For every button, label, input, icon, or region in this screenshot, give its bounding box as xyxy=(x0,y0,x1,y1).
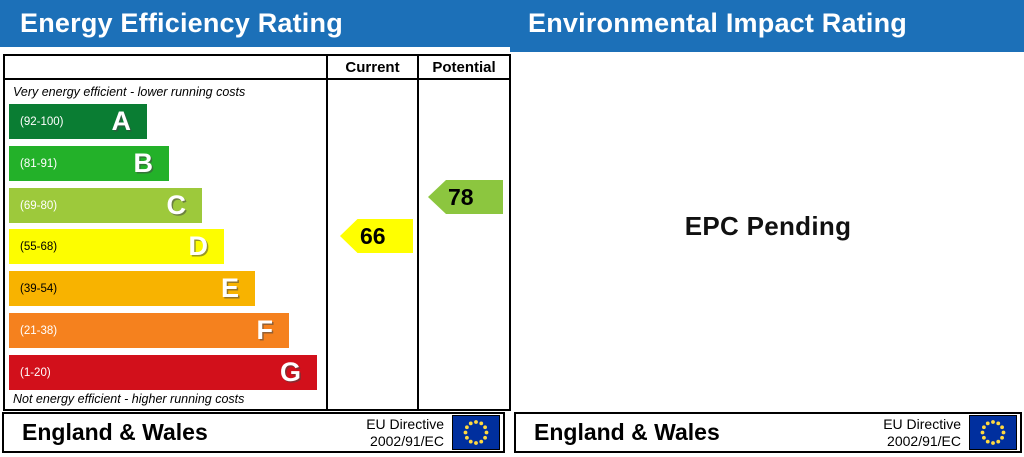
band-B: (81-91) B xyxy=(9,146,169,181)
band-letter: E xyxy=(220,273,239,303)
eu-flag-icon xyxy=(452,415,500,450)
environmental-header-bar xyxy=(510,0,1024,52)
band-A: (92-100) A xyxy=(9,104,147,139)
eu-directive-label: EU Directive 2002/91/EC xyxy=(366,416,444,449)
band-letter: D xyxy=(188,231,209,261)
band-letter: C xyxy=(166,190,187,220)
footer-england-wales-right: England & Wales EU Directive 2002/91/EC xyxy=(514,412,1022,453)
potential-column-header: Potential xyxy=(432,59,496,76)
band-F: (21-38) F xyxy=(9,313,289,348)
band-range-label: (55-68) xyxy=(20,240,58,253)
band-range-label: (1-20) xyxy=(20,366,51,379)
band-range-label: (69-80) xyxy=(20,199,58,212)
band-letter: A xyxy=(111,106,132,136)
band-range-label: (39-54) xyxy=(20,282,58,295)
potential-column-divider xyxy=(417,54,419,411)
band-letter: B xyxy=(133,148,154,178)
footer-england-wales-left: England & Wales EU Directive 2002/91/EC xyxy=(2,412,505,453)
band-D: (55-68) D xyxy=(9,229,224,264)
region-label: England & Wales xyxy=(22,419,208,445)
current-column-divider xyxy=(326,54,328,411)
epc-pending-message: EPC Pending xyxy=(684,211,852,241)
region-label: England & Wales xyxy=(534,419,720,445)
band-range-label: (81-91) xyxy=(20,157,58,170)
band-C: (69-80) C xyxy=(9,188,202,223)
potential-rating-arrow: 78 xyxy=(428,180,503,214)
band-G: (1-20) G xyxy=(9,355,317,390)
efficient-note: Very energy efficient - lower running co… xyxy=(13,85,246,99)
eu-directive-label: EU Directive 2002/91/EC xyxy=(883,416,961,449)
environmental-rating-title: Environmental Impact Rating xyxy=(528,8,907,38)
energy-header-bar xyxy=(0,0,510,47)
energy-rating-title: Energy Efficiency Rating xyxy=(20,8,343,38)
eu-flag-icon xyxy=(969,415,1017,450)
current-column-header: Current xyxy=(345,59,400,76)
current-rating-arrow: 66 xyxy=(340,219,413,253)
band-letter: F xyxy=(256,315,274,345)
table-header-border xyxy=(3,78,511,80)
band-range-label: (92-100) xyxy=(20,115,64,128)
potential-rating-value: 78 xyxy=(448,183,474,210)
band-E: (39-54) E xyxy=(9,271,255,306)
band-range-label: (21-38) xyxy=(20,324,58,337)
inefficient-note: Not energy efficient - higher running co… xyxy=(13,392,245,406)
band-letter: G xyxy=(279,357,301,387)
current-rating-value: 66 xyxy=(360,222,386,249)
